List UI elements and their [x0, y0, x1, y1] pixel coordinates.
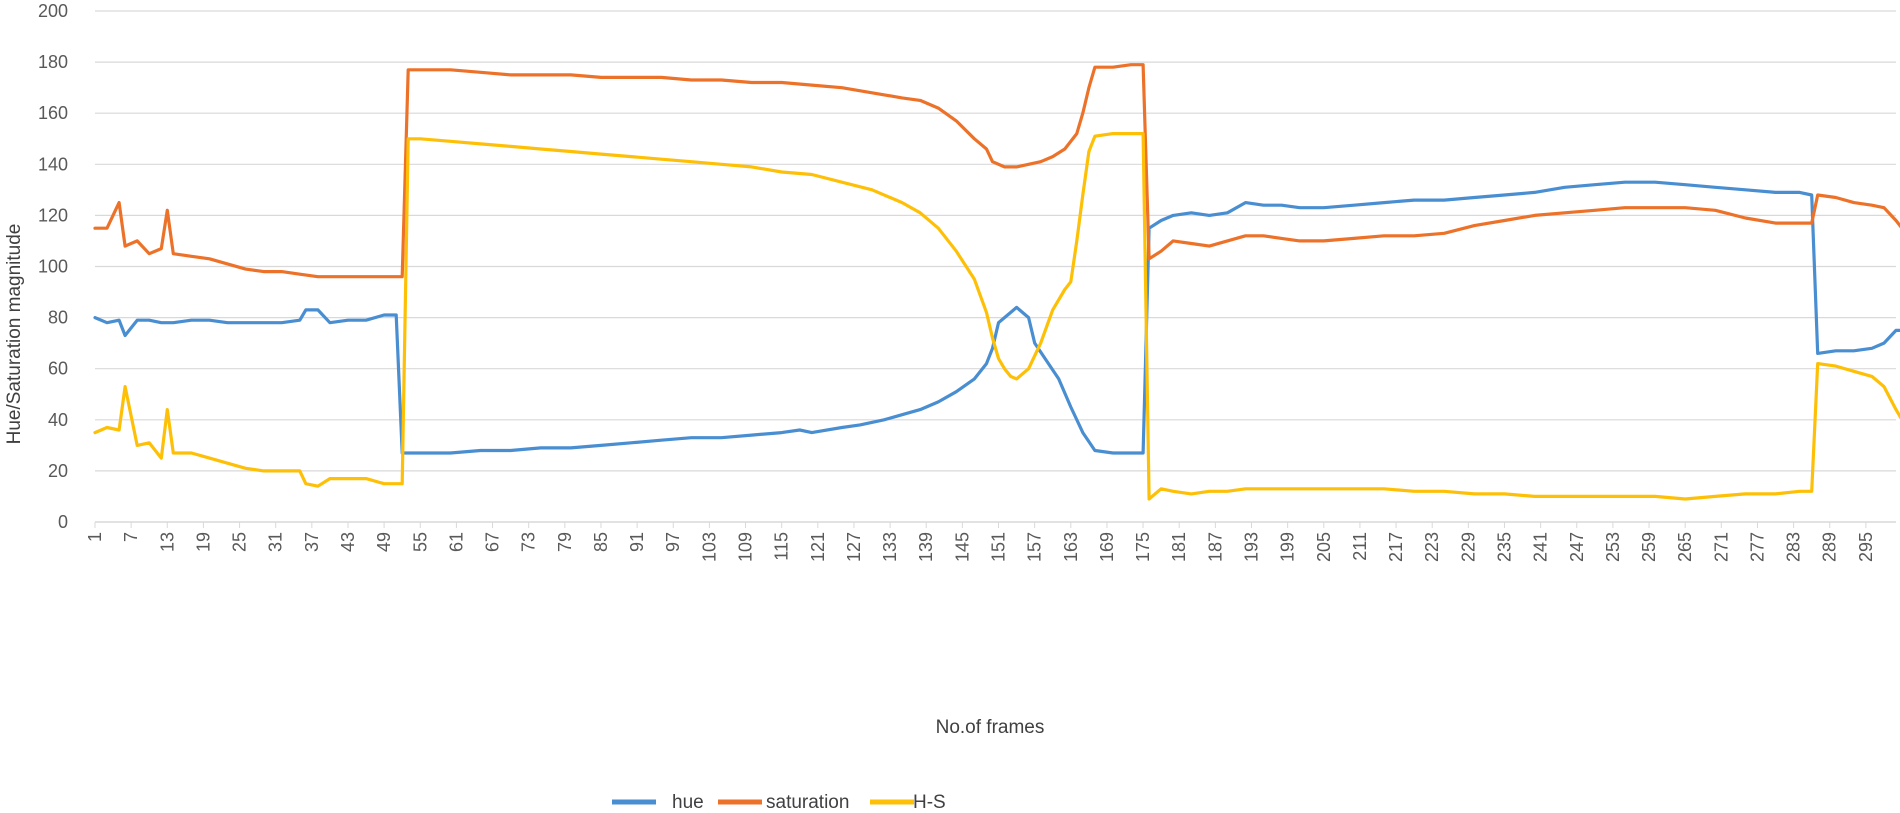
x-tick-label: 97	[663, 532, 683, 552]
x-tick-label: 289	[1820, 532, 1840, 562]
x-tick-label: 43	[338, 532, 358, 552]
series-line-h-s	[93, 132, 1900, 501]
legend: hue saturation H-S	[612, 792, 946, 813]
x-tick-label: 25	[230, 532, 250, 552]
x-tick-label: 181	[1169, 532, 1189, 562]
x-tick-label: 103	[699, 532, 719, 562]
x-tick-label: 277	[1747, 532, 1767, 562]
legend-label: hue	[672, 792, 704, 813]
x-tick-label: 283	[1784, 532, 1804, 562]
x-tick-label: 247	[1567, 532, 1587, 562]
x-tick-label: 229	[1458, 532, 1478, 562]
x-tick-label: 55	[410, 532, 430, 552]
x-tick-label: 127	[844, 532, 864, 562]
x-tick-label: 19	[193, 532, 213, 552]
y-tick-label: 140	[38, 154, 68, 174]
x-tick-label: 163	[1061, 532, 1081, 562]
x-tick-label: 199	[1278, 532, 1298, 562]
x-tick-label: 241	[1531, 532, 1551, 562]
x-tick-label: 253	[1603, 532, 1623, 562]
x-tick-label: 295	[1856, 532, 1876, 562]
x-tick-label: 211	[1350, 532, 1370, 561]
x-tick-label: 175	[1133, 532, 1153, 562]
x-tick-label: 271	[1711, 532, 1731, 562]
x-tick-label: 187	[1205, 532, 1225, 562]
y-axis-title: Hue/Saturation magnitude	[4, 224, 25, 445]
x-tick-label: 265	[1675, 532, 1695, 562]
x-tick-label: 109	[736, 532, 756, 562]
x-tick-label: 145	[952, 532, 972, 562]
x-tick-label: 217	[1386, 532, 1406, 562]
x-tick-label: 157	[1025, 532, 1045, 562]
x-tick-label: 31	[266, 532, 286, 552]
y-tick-label: 20	[48, 461, 68, 481]
x-tick-label: 85	[591, 532, 611, 552]
x-tick-label: 49	[374, 532, 394, 552]
y-tick-label: 100	[38, 257, 68, 277]
x-tick-label: 13	[157, 532, 177, 552]
x-tick-label: 67	[483, 532, 503, 552]
legend-label: H-S	[913, 792, 946, 813]
x-tick-label: 193	[1241, 532, 1261, 562]
x-tick-label: 37	[302, 532, 322, 552]
series-lines	[93, 63, 1900, 501]
y-tick-label: 180	[38, 52, 68, 72]
x-tick-label: 205	[1314, 532, 1334, 562]
x-tick-label: 7	[121, 532, 141, 542]
series-line-saturation	[93, 63, 1900, 279]
y-axis-ticks: 0 20 40 60 80 100 120 140 160 180 200	[38, 1, 68, 532]
x-tick-label: 61	[446, 532, 466, 552]
y-tick-label: 120	[38, 205, 68, 225]
x-tick-label: 133	[880, 532, 900, 562]
x-tick-label: 223	[1422, 532, 1442, 562]
series-line-hue	[93, 180, 1900, 455]
x-tick-label: 1	[85, 532, 105, 542]
x-tick-label: 169	[1097, 532, 1117, 562]
legend-label: saturation	[766, 792, 849, 813]
y-tick-label: 200	[38, 1, 68, 21]
gridlines	[95, 10, 1896, 472]
x-tick-label: 91	[627, 532, 647, 552]
y-tick-label: 40	[48, 410, 68, 430]
y-tick-label: 60	[48, 359, 68, 379]
y-tick-label: 80	[48, 308, 68, 328]
x-tick-label: 79	[555, 532, 575, 552]
x-tick-label: 121	[808, 532, 828, 562]
x-tick-label: 235	[1494, 532, 1514, 562]
x-tick-label: 139	[916, 532, 936, 562]
y-tick-label: 0	[58, 512, 68, 532]
x-tick-label: 259	[1639, 532, 1659, 562]
x-tick-label: 73	[519, 532, 539, 552]
x-tick-label: 151	[989, 532, 1009, 562]
x-axis-ticks: 1 7 13 19 25 31 37 43 49 55 61 67 73 79 85 91 97 103 109 11…	[85, 522, 1876, 562]
x-axis-title: No.of frames	[936, 717, 1045, 738]
y-tick-label: 160	[38, 103, 68, 123]
x-tick-label: 115	[772, 532, 792, 561]
